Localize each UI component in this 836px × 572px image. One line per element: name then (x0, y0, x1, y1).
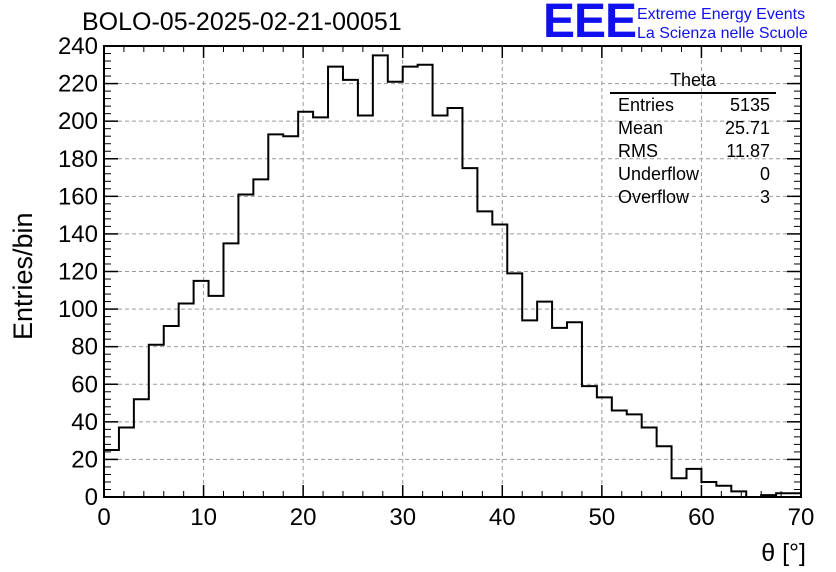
axis-ticks (103, 45, 802, 498)
logo-line-2: La Scienza nelle Scuole (637, 25, 808, 42)
x-tick-label: 50 (589, 504, 616, 531)
x-tick-label: 20 (290, 504, 317, 531)
stats-value: 11.87 (726, 141, 770, 161)
stats-value: 3 (759, 187, 770, 207)
y-tick-label: 20 (71, 446, 98, 473)
x-tick-label: 60 (688, 504, 715, 531)
stats-row-entries: Entries 5135 (610, 94, 776, 117)
x-tick-labels: 0 10 20 30 40 50 60 70 (97, 504, 814, 531)
x-tick-label: 70 (788, 504, 815, 531)
eee-logo: EEE (543, 0, 637, 48)
x-tick-label: 40 (489, 504, 516, 531)
grid-lines (104, 45, 801, 497)
x-tick-label: 10 (190, 504, 217, 531)
eee-logo-text: Extreme Energy Events La Scienza nelle S… (637, 5, 808, 43)
x-tick-label: 30 (389, 504, 416, 531)
stats-row-mean: Mean 25.71 (610, 117, 776, 140)
stats-value: 0 (759, 164, 770, 184)
stats-label: Underflow (618, 164, 700, 184)
stats-value: 5135 (729, 95, 770, 115)
y-tick-label: 160 (58, 183, 98, 210)
x-tick-label: 0 (97, 504, 110, 531)
x-axis-label: θ [°] (761, 539, 806, 567)
histogram-line (104, 54, 801, 498)
logo-line-1: Extreme Energy Events (637, 6, 806, 23)
y-tick-label: 120 (58, 259, 98, 286)
stats-label: RMS (618, 141, 658, 161)
y-tick-label: 220 (58, 71, 98, 98)
stats-row-overflow: Overflow 3 (610, 186, 776, 209)
y-tick-label: 240 (58, 33, 98, 60)
y-tick-label: 200 (58, 108, 98, 135)
stats-title: Theta (610, 70, 776, 94)
y-tick-label: 60 (71, 371, 98, 398)
stats-row-underflow: Underflow 0 (610, 163, 776, 186)
y-tick-label: 40 (71, 409, 98, 436)
stats-value: 25.71 (724, 118, 770, 138)
stats-label: Mean (618, 118, 664, 138)
y-tick-label: 140 (58, 221, 98, 248)
y-tick-label: 180 (58, 146, 98, 173)
y-tick-label: 0 (85, 484, 98, 511)
y-tick-label: 100 (58, 296, 98, 323)
y-tick-label: 80 (71, 334, 98, 361)
stats-row-rms: RMS 11.87 (610, 140, 776, 163)
stats-label: Overflow (618, 187, 690, 207)
stats-box: Theta Entries 5135 Mean 25.71 RMS 11.87 … (610, 70, 776, 209)
y-tick-labels: 0 20 40 60 80 100 120 140 160 180 200 220 240 (58, 33, 98, 511)
chart-title: BOLO-05-2025-02-21-00051 (82, 8, 402, 36)
y-axis-label: Entries/bin (8, 212, 38, 340)
stats-label: Entries (618, 95, 675, 115)
